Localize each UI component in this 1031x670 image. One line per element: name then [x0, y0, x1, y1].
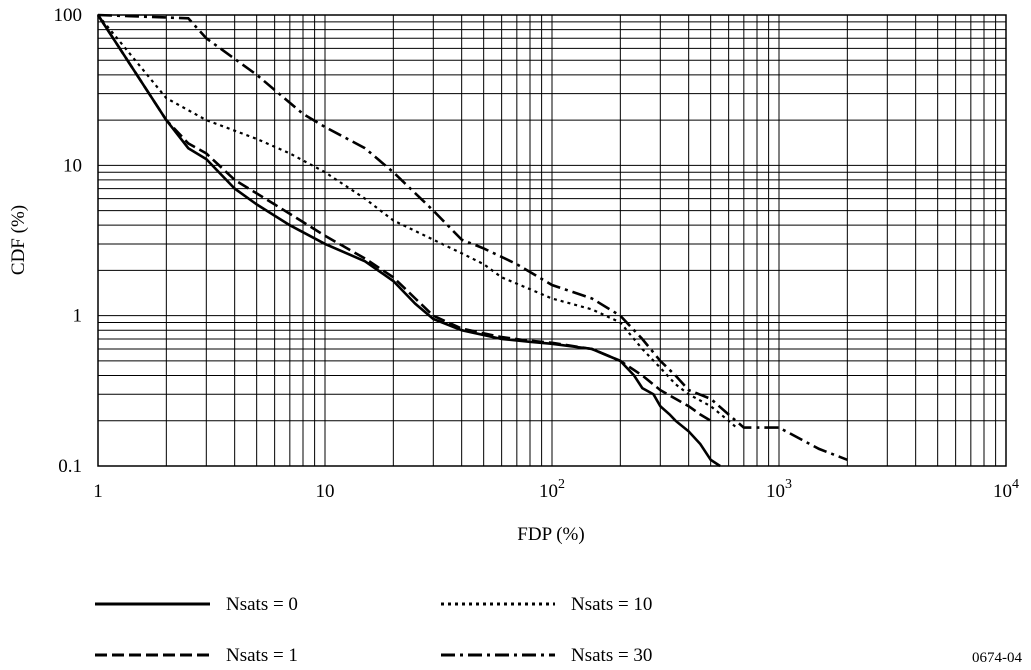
x-axis-ticks: 1 10 102 103 104	[93, 477, 1019, 502]
legend-label: Nsats = 1	[226, 645, 298, 666]
grid	[97, 15, 1006, 467]
x-tick-exponent: 4	[1012, 477, 1019, 492]
y-tick-label: 100	[54, 5, 83, 26]
series-line-1	[96, 14, 712, 422]
plot-frame	[97, 14, 1007, 467]
x-tick-label: 102	[539, 477, 565, 502]
x-tick-label: 1	[93, 481, 103, 502]
series-layer	[96, 13, 848, 468]
legend-item: Nsats = 10	[441, 594, 652, 615]
legend: Nsats = 0 Nsats = 1 Nsats = 10 Nsats = 30	[95, 594, 652, 666]
legend-label: Nsats = 10	[571, 594, 652, 615]
x-axis-label: FDP (%)	[517, 524, 584, 545]
legend-item: Nsats = 30	[441, 645, 652, 666]
y-tick-label: 1	[73, 306, 83, 327]
y-tick-label: 0.1	[58, 456, 82, 477]
series-line-2	[97, 14, 738, 429]
figure-id: 0674-04	[972, 650, 1022, 666]
plot-border	[97, 14, 1007, 467]
x-tick-label: 10	[316, 481, 335, 502]
x-tick-exponent: 3	[785, 477, 792, 492]
legend-item: Nsats = 0	[95, 594, 298, 615]
x-tick-exponent: 2	[558, 477, 565, 492]
series-line-0	[96, 14, 721, 468]
x-tick-label: 103	[766, 477, 792, 502]
legend-item: Nsats = 1	[95, 645, 298, 666]
y-axis-label: CDF (%)	[8, 205, 29, 275]
series-line-3	[97, 13, 848, 462]
x-tick-label: 104	[993, 477, 1019, 502]
legend-label: Nsats = 0	[226, 594, 298, 615]
y-axis-ticks: 0.1 1 10 100	[54, 5, 83, 477]
legend-label: Nsats = 30	[571, 645, 652, 666]
y-tick-label: 10	[63, 155, 82, 176]
